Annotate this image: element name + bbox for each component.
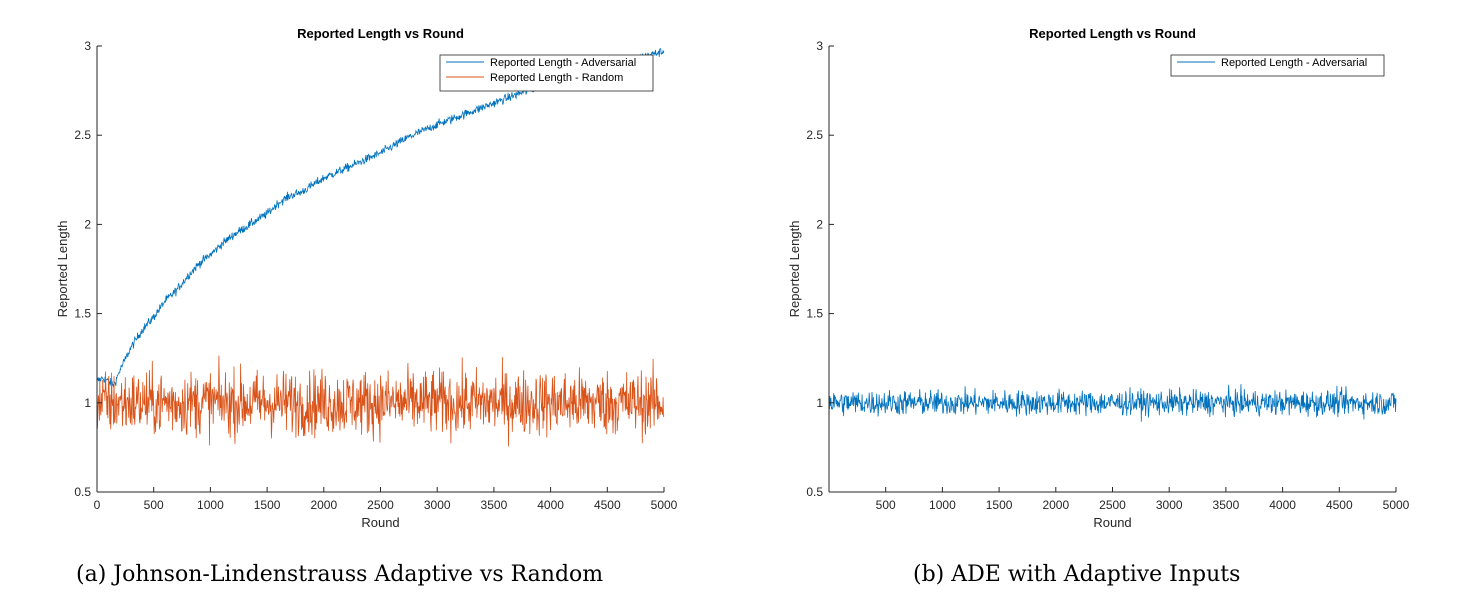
legend-label-0: Reported Length - Adversarial — [490, 57, 636, 69]
y-tick-label: 1.5 — [74, 307, 91, 321]
y-tick-label: 1.5 — [806, 307, 823, 321]
x-tick-label: 5000 — [651, 498, 678, 512]
x-tick-label: 2500 — [1099, 498, 1126, 512]
x-tick-label: 1500 — [986, 498, 1013, 512]
caption-a: (a) Johnson-Lindenstrauss Adaptive vs Ra… — [76, 562, 604, 587]
y-tick-label: 2.5 — [74, 128, 91, 142]
x-tick-label: 1500 — [254, 498, 281, 512]
x-tick-label: 2500 — [367, 498, 394, 512]
x-tick-label: 2000 — [310, 498, 337, 512]
x-tick-label: 3000 — [424, 498, 451, 512]
y-tick-label: 1 — [816, 396, 823, 410]
y-tick-label: 0.5 — [74, 485, 91, 499]
x-tick-label: 3000 — [1156, 498, 1183, 512]
x-tick-label: 500 — [144, 498, 164, 512]
y-axis-label: Reported Length — [55, 221, 70, 318]
legend-label-1: Reported Length - Random — [490, 72, 623, 84]
x-tick-label: 1000 — [929, 498, 956, 512]
x-tick-label: 4000 — [1269, 498, 1296, 512]
y-tick-label: 1 — [84, 396, 91, 410]
chart-b: Reported Length vs Round 500 1000 1500 2000 2… — [787, 26, 1410, 530]
x-tick-label: 3500 — [481, 498, 508, 512]
x-tick-label: 1000 — [197, 498, 224, 512]
caption-b: (b) ADE with Adaptive Inputs — [913, 562, 1241, 587]
legend-label-0: Reported Length - Adversarial — [1221, 57, 1367, 69]
series-line-0 — [828, 384, 1397, 422]
chart-panel-b: Reported Length vs Round 500 1000 1500 2000 2… — [734, 0, 1468, 599]
chart-a: Reported Length vs Round 0 500 1000 1500 2000… — [55, 26, 678, 530]
chart-title: Reported Length vs Round — [1029, 26, 1196, 41]
legend-box — [1170, 54, 1385, 77]
chart-title: Reported Length vs Round — [297, 26, 464, 41]
x-tick-label: 4500 — [1326, 498, 1353, 512]
x-axis-label: Round — [361, 515, 399, 530]
y-tick-label: 3 — [84, 39, 91, 53]
y-tick-label: 2 — [816, 217, 823, 231]
x-tick-label: 500 — [876, 498, 896, 512]
y-axis-label: Reported Length — [787, 221, 802, 318]
x-tick-label: 2000 — [1042, 498, 1069, 512]
x-tick-label: 5000 — [1383, 498, 1410, 512]
x-tick-label: 4500 — [594, 498, 621, 512]
x-tick-label: 3500 — [1213, 498, 1240, 512]
y-tick-label: 3 — [816, 39, 823, 53]
y-tick-label: 0.5 — [806, 485, 823, 499]
x-tick-label: 4000 — [537, 498, 564, 512]
y-tick-label: 2.5 — [806, 128, 823, 142]
chart-panel-a: Reported Length vs Round 0 500 1000 1500 2000… — [55, 26, 678, 530]
x-axis-label: Round — [1093, 515, 1131, 530]
y-tick-label: 2 — [84, 217, 91, 231]
series-line-1 — [96, 355, 665, 447]
series-line-0 — [96, 48, 665, 388]
legend-box — [439, 54, 654, 92]
x-tick-label: 0 — [94, 498, 101, 512]
